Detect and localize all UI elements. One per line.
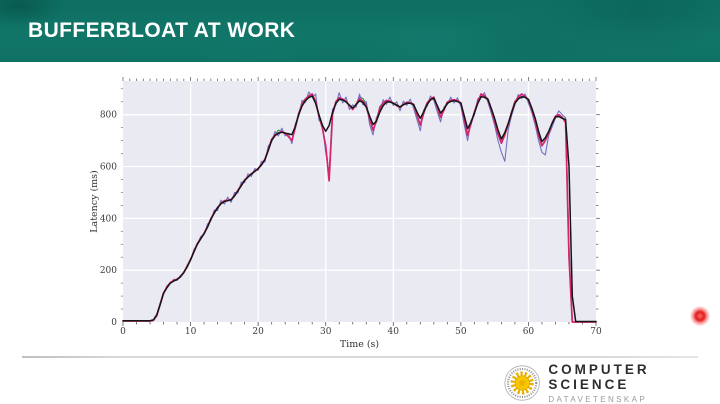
svg-text:20: 20 [252,327,264,337]
slide-header: BUFFERBLOAT AT WORK [0,0,720,62]
svg-text:60: 60 [523,327,535,337]
svg-text:0: 0 [111,318,117,328]
svg-text:0: 0 [120,327,126,337]
slide-title: BUFFERBLOAT AT WORK [28,19,296,42]
svg-text:Latency (ms): Latency (ms) [89,170,100,233]
org-name: COMPUTER SCIENCE [548,362,650,392]
svg-text:800: 800 [100,111,117,121]
svg-text:600: 600 [100,163,117,173]
svg-text:10: 10 [185,327,197,337]
svg-text:70: 70 [590,327,602,337]
svg-text:200: 200 [100,266,117,276]
svg-text:30: 30 [320,327,332,337]
org-logo: COMPUTER SCIENCE DATAVETENSKAP [504,362,720,404]
svg-text:Time (s): Time (s) [340,339,379,350]
org-subtitle: DATAVETENSKAP [548,395,648,404]
svg-text:50: 50 [455,327,467,337]
svg-text:40: 40 [388,327,400,337]
svg-text:400: 400 [100,214,117,224]
university-sun-seal-icon [504,365,540,401]
laser-pointer-dot [690,306,710,326]
org-logo-text: COMPUTER SCIENCE DATAVETENSKAP [548,362,720,404]
footer-divider [22,356,698,358]
